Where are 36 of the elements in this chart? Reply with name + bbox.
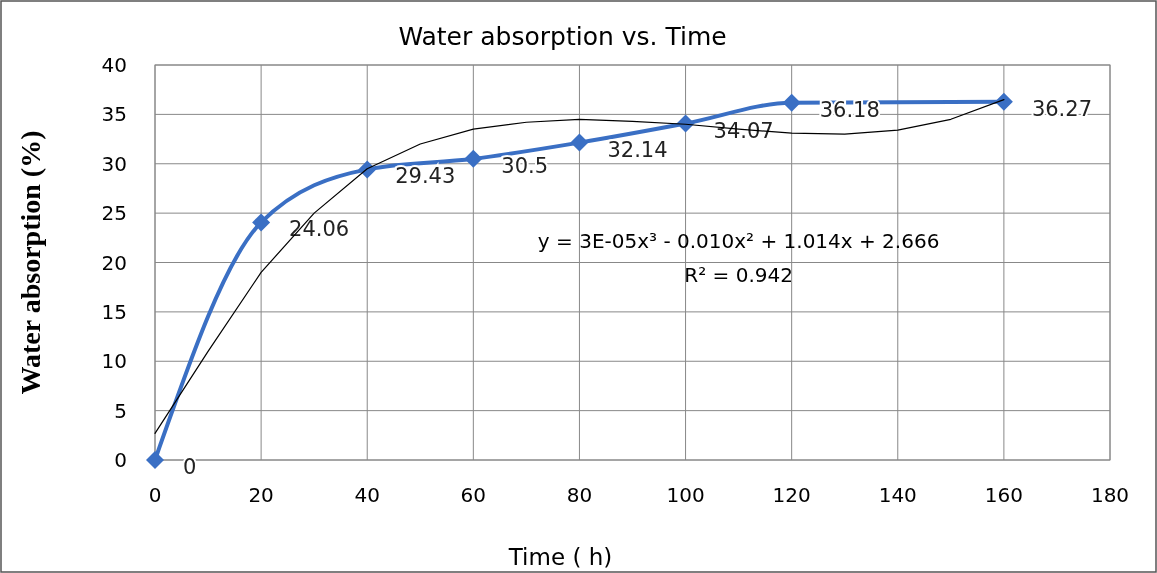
point	[252, 213, 271, 232]
x-tick-label: 160	[984, 483, 1023, 507]
y-tick-label: 40	[101, 53, 127, 77]
y-tick-label: 0	[114, 448, 127, 472]
y-tick-label: 10	[101, 349, 127, 374]
point	[782, 93, 801, 112]
x-tick-label: 60	[460, 483, 487, 507]
y-tick-label: 15	[101, 299, 127, 324]
annotation: R² = 0.942	[684, 262, 793, 287]
x-tick-label: 20	[248, 483, 274, 507]
chart-title: Water absorption vs. Time	[398, 22, 727, 51]
y-tick-label: 35	[101, 102, 127, 127]
point	[146, 451, 164, 469]
y-tick-label: 30	[101, 151, 127, 176]
data-label: 36.27	[1031, 96, 1093, 121]
x-tick-label: 180	[1090, 483, 1130, 507]
y-tick-label: 25	[101, 201, 127, 226]
annotation: y = 3E-05x³ - 0.010x² + 1.014x + 2.666	[537, 228, 940, 253]
x-tick-label: 120	[772, 483, 811, 507]
data-label: 29.43	[395, 164, 456, 189]
x-tick-label: 100	[666, 483, 705, 507]
data-label: 0	[183, 455, 197, 479]
x-tick-label: 80	[566, 483, 593, 507]
y-tick-label: 20	[101, 250, 127, 275]
data-label: 30.5	[501, 153, 549, 178]
data-label: 32.14	[607, 137, 668, 162]
x-tick-label: 0	[148, 483, 162, 507]
y-axis-title: Water absorption (%)	[15, 130, 46, 395]
point	[994, 92, 1013, 111]
point	[570, 133, 589, 152]
x-tick-label: 40	[354, 483, 380, 507]
y-tick-label: 5	[114, 398, 127, 423]
x-axis-title: Time ( h)	[507, 544, 613, 570]
x-tick-label: 140	[878, 483, 917, 507]
data-label: 36.18	[819, 97, 880, 122]
point	[464, 149, 483, 168]
